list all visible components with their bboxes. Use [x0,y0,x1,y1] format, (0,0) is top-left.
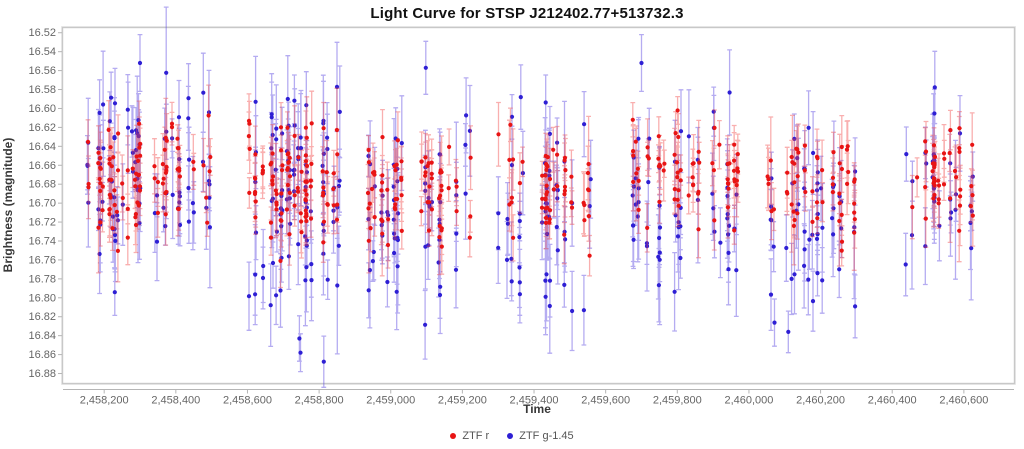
legend-label-ztf-r: ZTF r [462,430,490,442]
svg-text:16.60: 16.60 [28,103,56,115]
chart-legend: ZTF r ZTF g-1.45 [0,428,1024,444]
svg-text:16.64: 16.64 [28,141,56,153]
svg-text:16.70: 16.70 [28,198,56,210]
svg-text:16.62: 16.62 [28,122,56,134]
x-axis-ticks: 2,458,200 2,458,400 2,458,600 2,458,800 2,45… [63,389,1014,407]
svg-text:2,459,200: 2,459,200 [438,395,487,407]
svg-text:16.72: 16.72 [28,217,56,229]
svg-text:16.84: 16.84 [28,330,56,342]
svg-text:2,460,400: 2,460,400 [868,395,917,407]
svg-text:2,459,800: 2,459,800 [653,395,702,407]
svg-text:2,458,200: 2,458,200 [80,395,129,407]
legend-item-ztf-r: ZTF r [450,430,489,442]
x-axis-title: Time [523,402,551,416]
svg-text:2,458,400: 2,458,400 [151,395,200,407]
svg-text:16.68: 16.68 [28,179,56,191]
svg-text:16.58: 16.58 [28,84,56,96]
svg-text:16.54: 16.54 [28,46,56,58]
chart-title: Light Curve for STSP J212402.77+513732.3 [370,5,684,22]
svg-text:2,459,400: 2,459,400 [510,395,559,407]
svg-text:2,460,600: 2,460,600 [939,395,988,407]
svg-text:2,459,600: 2,459,600 [581,395,630,407]
svg-text:16.56: 16.56 [28,65,56,77]
svg-text:16.66: 16.66 [28,160,56,172]
svg-text:2,460,000: 2,460,000 [724,395,773,407]
y-axis-title: Brightness (magnitude) [1,138,15,273]
plot-frame [61,26,1016,385]
svg-text:2,459,000: 2,459,000 [366,395,415,407]
legend-marker-ztf-g-icon [507,433,514,439]
svg-text:16.52: 16.52 [28,27,56,39]
svg-text:2,460,200: 2,460,200 [796,395,845,407]
svg-text:16.78: 16.78 [28,273,56,285]
svg-text:2,458,600: 2,458,600 [223,395,272,407]
svg-text:16.74: 16.74 [28,236,56,248]
svg-text:16.82: 16.82 [28,311,56,323]
svg-text:2,458,800: 2,458,800 [295,395,344,407]
legend-marker-ztf-r-icon [450,433,457,439]
svg-text:16.88: 16.88 [28,368,56,380]
svg-text:16.76: 16.76 [28,254,56,266]
y-axis-ticks: 16.52 16.54 16.56 16.58 16.60 16.62 16.64 16.66… [28,27,62,380]
series-ztf-r-points [85,84,976,289]
legend-item-ztf-g: ZTF g-1.45 [507,430,574,442]
svg-text:16.80: 16.80 [28,292,56,304]
svg-text:16.86: 16.86 [28,349,56,361]
legend-label-ztf-g: ZTF g-1.45 [519,430,574,442]
